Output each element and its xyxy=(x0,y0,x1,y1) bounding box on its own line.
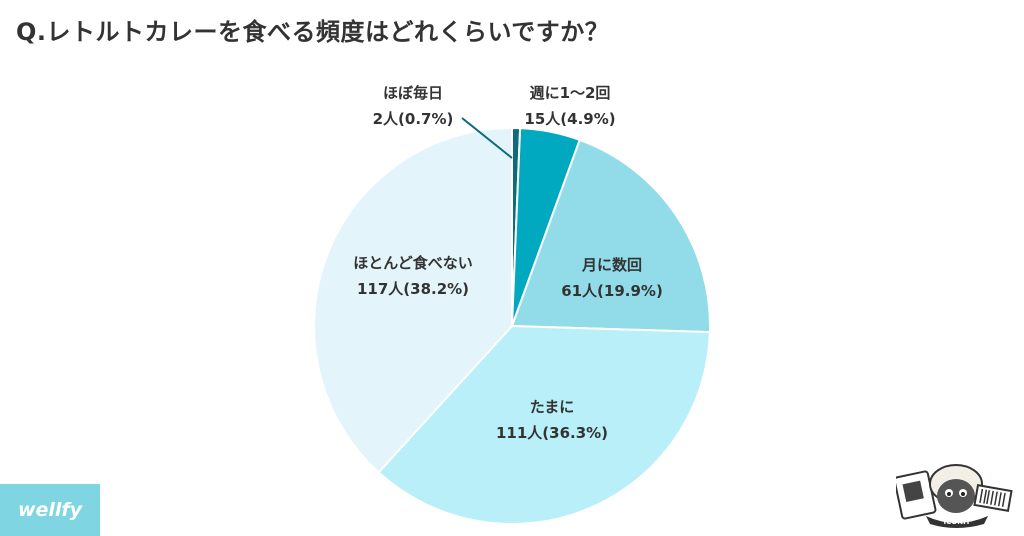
pie-slice-monthly xyxy=(510,138,711,334)
slice-value-monthly: 61人(19.9%) xyxy=(561,282,663,300)
slice-label-monthly: 月に数回 xyxy=(581,256,642,274)
pie-slice-rarely xyxy=(313,126,513,474)
slice-label-occasionally: たまに xyxy=(530,398,575,416)
slice-value-weekly: 15人(4.9%) xyxy=(524,110,615,128)
pie-slice-occasionally xyxy=(377,324,711,525)
mascot-text: ICONIT xyxy=(944,518,971,526)
slice-label-almost-daily: ほぼ毎日 xyxy=(383,84,443,102)
slice-label-weekly: 週に1〜2回 xyxy=(530,84,611,102)
slice-label-rarely: ほとんど食べない xyxy=(353,254,473,272)
leader-line xyxy=(461,117,513,159)
slice-value-occasionally: 111人(36.3%) xyxy=(496,424,608,442)
iconit-mascot-logo: ICONIT xyxy=(896,464,1013,528)
slice-value-almost-daily: 2人(0.7%) xyxy=(373,110,454,128)
chart-title: Q.レトルトカレーを食べる頻度はどれくらいですか？ xyxy=(16,18,610,46)
brand-text: wellfy xyxy=(17,499,83,521)
slice-value-rarely: 117人(38.2%) xyxy=(357,280,469,298)
wellfy-logo: wellfy xyxy=(0,484,100,536)
